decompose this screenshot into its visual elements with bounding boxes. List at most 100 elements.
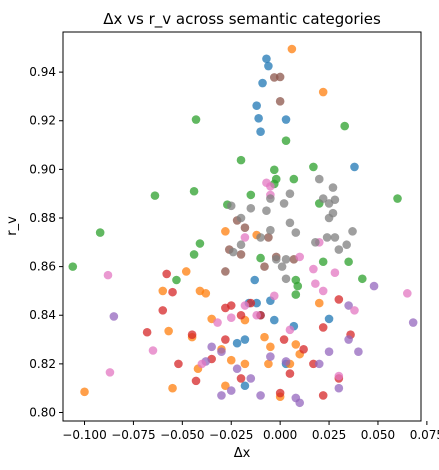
scatter-point-1-1 bbox=[318, 87, 328, 97]
scatter-point-2-0 bbox=[191, 115, 201, 124]
x-tick-label-0: −0.100 bbox=[62, 428, 106, 442]
scatter-point-7-24 bbox=[277, 262, 287, 271]
scatter-point-7-15 bbox=[291, 228, 301, 237]
scatter-point-6-5 bbox=[240, 301, 250, 310]
scatter-point-2-20 bbox=[358, 274, 367, 284]
scatter-point-6-14 bbox=[240, 233, 250, 242]
scatter-point-4-2 bbox=[217, 347, 226, 357]
scatter-point-6-12 bbox=[330, 268, 340, 277]
scatter-point-4-9 bbox=[314, 359, 324, 369]
scatter-point-6-10 bbox=[285, 325, 295, 335]
scatter-point-2-7 bbox=[309, 162, 318, 172]
scatter-point-7-13 bbox=[236, 213, 246, 223]
scatter-point-4-10 bbox=[324, 347, 334, 357]
scatter-point-4-6 bbox=[226, 386, 236, 395]
scatter-point-1-5 bbox=[158, 286, 168, 296]
scatter-point-6-9 bbox=[148, 346, 158, 355]
scatter-point-2-15 bbox=[195, 239, 205, 248]
x-axis-label: Δx bbox=[234, 446, 251, 461]
scatter-point-7-17 bbox=[311, 238, 320, 247]
y-tick-label-2: 0.84 bbox=[29, 308, 56, 322]
scatter-point-3-9 bbox=[142, 327, 152, 337]
scatter-point-1-16 bbox=[291, 340, 301, 349]
scatter-point-4-16 bbox=[266, 352, 275, 361]
scatter-point-2-14 bbox=[95, 228, 105, 237]
scatter-point-1-12 bbox=[164, 326, 173, 336]
scatter-point-7-20 bbox=[236, 240, 246, 250]
scatter-point-7-29 bbox=[281, 274, 291, 284]
scatter-point-0-6 bbox=[281, 115, 291, 124]
scatter-point-0-5 bbox=[256, 127, 265, 136]
scatter-point-6-17 bbox=[318, 286, 328, 296]
scatter-point-7-23 bbox=[271, 255, 281, 264]
scatter-point-1-26 bbox=[240, 359, 250, 369]
scatter-point-4-1 bbox=[207, 342, 216, 352]
scatter-point-6-6 bbox=[269, 291, 279, 301]
scatter-point-0-8 bbox=[250, 275, 260, 285]
scatter-point-2-18 bbox=[172, 275, 181, 285]
scatter-point-3-13 bbox=[221, 335, 230, 344]
scatter-point-6-13 bbox=[295, 252, 305, 262]
scatter-point-2-24 bbox=[291, 290, 301, 299]
scatter-point-1-22 bbox=[221, 381, 230, 391]
scatter-point-7-21 bbox=[228, 247, 238, 257]
x-tick-label-4: 0.000 bbox=[263, 428, 297, 442]
scatter-point-0-0 bbox=[262, 54, 271, 64]
scatter-point-4-11 bbox=[344, 335, 353, 344]
scatter-point-0-1 bbox=[264, 61, 273, 71]
scatter-point-0-16 bbox=[232, 338, 242, 348]
y-tick-label-3: 0.86 bbox=[29, 260, 56, 274]
scatter-point-2-5 bbox=[189, 186, 199, 196]
scatter-point-7-10 bbox=[262, 206, 271, 215]
scatter-point-3-8 bbox=[158, 306, 168, 315]
scatter-point-0-7 bbox=[350, 162, 359, 172]
scatter-point-6-3 bbox=[103, 270, 113, 280]
scatter-point-4-7 bbox=[256, 391, 265, 400]
x-tick-label-7: 0.075 bbox=[410, 428, 439, 442]
scatter-point-1-2 bbox=[221, 227, 230, 236]
points-layer bbox=[68, 44, 418, 408]
scatter-point-3-24 bbox=[318, 391, 328, 400]
scatter-point-7-28 bbox=[334, 245, 344, 254]
y-axis-label: r_v bbox=[5, 216, 20, 236]
scatter-point-2-16 bbox=[189, 250, 199, 259]
y-tick-label-6: 0.92 bbox=[29, 114, 56, 128]
x-tick-label-5: 0.025 bbox=[312, 428, 346, 442]
scatter-point-4-17 bbox=[281, 357, 291, 366]
scatter-point-7-18 bbox=[256, 233, 265, 242]
scatter-point-1-0 bbox=[287, 44, 297, 54]
scatter-point-1-21 bbox=[80, 387, 89, 397]
scatter-point-3-19 bbox=[334, 295, 344, 304]
scatter-point-4-12 bbox=[354, 347, 363, 357]
scatter-point-6-19 bbox=[105, 368, 115, 377]
scatter-point-7-11 bbox=[246, 203, 256, 213]
scatter-point-2-2 bbox=[281, 136, 291, 145]
scatter-point-2-4 bbox=[150, 191, 160, 200]
scatter-point-1-14 bbox=[226, 355, 236, 365]
scatter-point-7-9 bbox=[266, 194, 275, 203]
scatter-point-3-22 bbox=[285, 369, 295, 378]
scatter-point-3-18 bbox=[318, 323, 328, 332]
x-tick-label-3: −0.025 bbox=[209, 428, 253, 442]
scatter-point-3-7 bbox=[187, 330, 197, 339]
scatter-point-7-16 bbox=[330, 233, 340, 242]
scatter-point-4-0 bbox=[109, 312, 119, 321]
scatter-point-5-7 bbox=[236, 250, 246, 259]
y-tick-label-4: 0.88 bbox=[29, 211, 56, 225]
scatter-point-2-17 bbox=[68, 262, 78, 271]
scatter-point-6-22 bbox=[350, 306, 359, 315]
scatter-point-6-16 bbox=[311, 279, 320, 288]
y-tick-label-5: 0.90 bbox=[29, 162, 56, 176]
scatter-point-3-3 bbox=[226, 301, 236, 310]
scatter-point-2-8 bbox=[269, 165, 279, 175]
scatter-point-2-1 bbox=[340, 121, 350, 131]
plot-frame bbox=[62, 31, 422, 422]
scatter-point-0-15 bbox=[240, 335, 250, 344]
scatter-point-2-23 bbox=[293, 281, 303, 291]
scatter-point-1-15 bbox=[266, 342, 275, 352]
scatter-point-3-16 bbox=[299, 344, 308, 354]
scatter-point-4-19 bbox=[291, 393, 301, 403]
x-tick-label-2: −0.050 bbox=[160, 428, 204, 442]
scatter-point-7-26 bbox=[348, 227, 357, 236]
